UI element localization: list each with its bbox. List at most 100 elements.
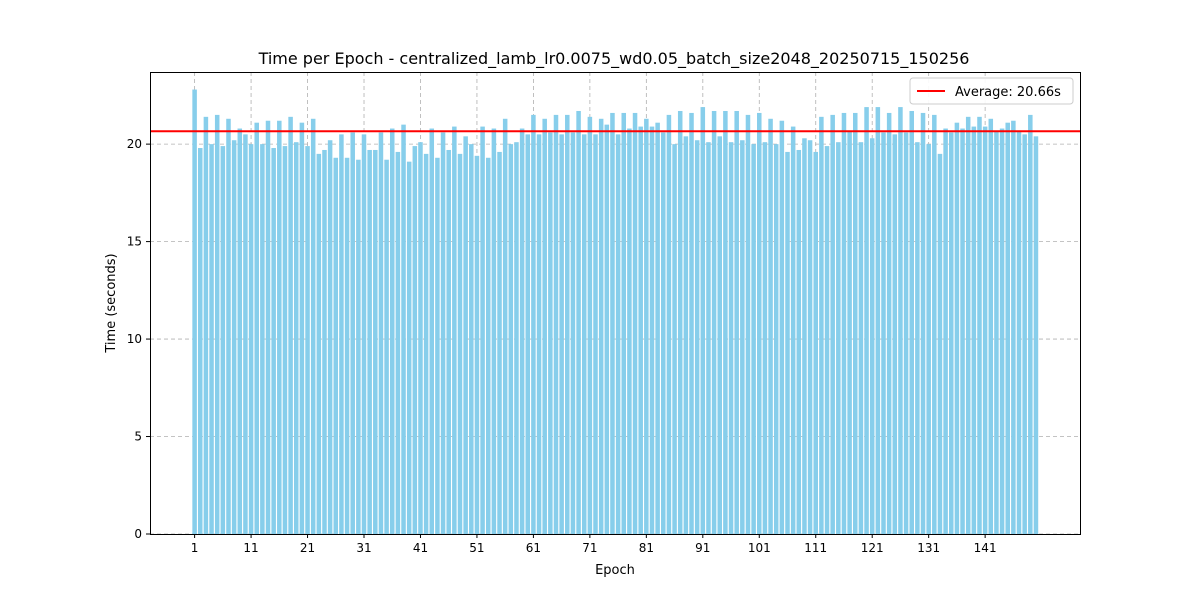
epoch-bar (491, 128, 497, 534)
epoch-bar (373, 149, 378, 535)
legend-box (909, 77, 1074, 105)
epoch-bar (474, 155, 480, 534)
epoch-bar (209, 144, 214, 534)
epoch-bar (260, 144, 265, 534)
epoch-bar (824, 146, 830, 535)
epoch-bar (497, 151, 502, 534)
epoch-bar (926, 144, 931, 534)
epoch-bar (632, 112, 638, 534)
epoch-bar (576, 110, 581, 535)
x-tick-label: 61 (526, 541, 541, 555)
epoch-bar (943, 128, 948, 534)
epoch-bar (932, 114, 937, 534)
epoch-bar (960, 128, 965, 534)
epoch-bar (683, 136, 689, 535)
epoch-bar (677, 110, 683, 535)
epoch-bar (881, 132, 886, 535)
epoch-bar (740, 140, 745, 534)
legend: Average: 20.66s (909, 77, 1074, 105)
epoch-bar (700, 107, 706, 534)
x-tick-label: 121 (861, 541, 884, 555)
x-tick-label: 131 (917, 541, 940, 555)
epoch-bar (790, 126, 796, 534)
epoch-bar (587, 116, 593, 534)
epoch-bar (553, 114, 559, 534)
epoch-bar (203, 116, 209, 534)
epoch-bar (356, 159, 361, 535)
epoch-bar (977, 116, 982, 534)
epoch-bar (299, 122, 305, 535)
epoch-bar (254, 122, 259, 535)
x-tick-label: 21 (300, 541, 315, 555)
epoch-bar (565, 114, 570, 534)
epoch-bar (581, 134, 587, 534)
epoch-bar (915, 142, 920, 534)
epoch-bar (711, 110, 717, 535)
epoch-bar (610, 112, 615, 534)
epoch-bar (864, 107, 869, 534)
epoch-bar (378, 132, 384, 535)
epoch-bar (1022, 134, 1027, 534)
y-tick-label: 0 (134, 527, 142, 541)
epoch-bar (310, 118, 316, 534)
epoch-bar (401, 124, 406, 535)
epoch-bar (734, 110, 739, 535)
epoch-bar (598, 118, 604, 534)
epoch-bar (237, 128, 243, 534)
epoch-bar (847, 130, 852, 534)
epoch-bar (785, 151, 790, 534)
epoch-bar (757, 112, 762, 534)
epoch-bar (869, 138, 875, 534)
epoch-bar (779, 120, 785, 534)
epoch-bar (672, 144, 677, 534)
epoch-bar (723, 110, 728, 535)
x-axis-ticks: 1 11 21 31 41 51 61 71 81 91 101 111 121 131 141 (191, 534, 997, 555)
epoch-bar (316, 153, 322, 534)
epoch-bar (406, 161, 412, 534)
epoch-bar (773, 144, 779, 534)
x-tick-label: 111 (804, 541, 827, 555)
epoch-bar (243, 134, 248, 534)
legend-average-label: Average: 20.66s (955, 85, 1061, 100)
epoch-bar (745, 114, 751, 534)
x-tick-label: 141 (974, 541, 997, 555)
epoch-bar (214, 114, 220, 534)
y-tick-label: 10 (127, 332, 142, 346)
epoch-bar (423, 153, 429, 534)
epoch-bar (333, 157, 339, 534)
epoch-bar (853, 112, 858, 534)
epoch-bar (1005, 122, 1010, 535)
epoch-bar (892, 134, 898, 534)
epoch-bar (819, 116, 824, 534)
epoch-bar (807, 140, 813, 534)
epoch-bar (875, 107, 881, 534)
epoch-bar (452, 126, 457, 534)
x-tick-label: 11 (243, 541, 258, 555)
epoch-bar (457, 153, 463, 534)
epoch-bar (666, 114, 672, 534)
epoch-bar (1011, 120, 1016, 534)
epoch-bar (367, 149, 372, 535)
epoch-bar (971, 126, 977, 534)
x-tick-label: 1 (191, 541, 199, 555)
epoch-bar (638, 126, 643, 534)
epoch-bar (1016, 130, 1022, 534)
bars (192, 89, 1039, 535)
epoch-bar (689, 112, 694, 534)
epoch-bar (988, 118, 994, 534)
epoch-bar (514, 142, 519, 534)
epoch-bar (937, 153, 943, 534)
epoch-bar (531, 114, 536, 534)
epoch-bar (920, 112, 926, 534)
epoch-bar (751, 144, 756, 534)
x-tick-label: 101 (748, 541, 771, 555)
epoch-bar (536, 134, 542, 534)
epoch-bar (339, 134, 344, 534)
y-tick-label: 15 (127, 235, 142, 249)
epoch-bar (615, 134, 621, 534)
x-tick-label: 81 (639, 541, 654, 555)
plot-frame (150, 72, 1081, 535)
epoch-bar (728, 142, 734, 534)
